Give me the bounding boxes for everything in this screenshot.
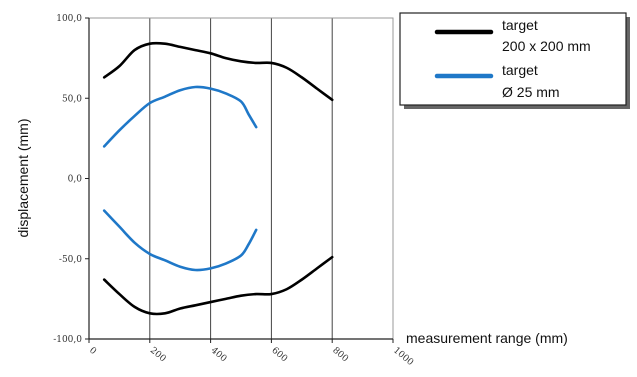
x-tick-label-0: 0: [87, 346, 98, 358]
legend-entry-1-line-1: target: [502, 17, 538, 33]
x-tick-label-3: 600: [269, 346, 289, 365]
x-tick-label-1: 200: [148, 346, 168, 365]
series-target-200x200-upper-branch: [102, 41, 334, 102]
axes: [85, 17, 394, 343]
y-tick-label-2: 0,0: [68, 175, 83, 185]
plot-frame: [88, 17, 394, 340]
legend-box: [399, 12, 627, 106]
gridlines: [149, 18, 333, 339]
tick-labels: -100,0 -50,0 0,0 50,0 100,0 0 200 400 600 800 1000: [53, 14, 415, 368]
y-tick-label-4: 100,0: [56, 14, 82, 24]
series-target-200x200-lower-branch: [102, 255, 334, 316]
legend-entry-2-line-2: Ø 25 mm: [502, 84, 560, 100]
x-tick-label-2: 400: [209, 346, 229, 365]
x-axis-title: measurement range (mm): [406, 330, 568, 346]
y-axis-title: displacement (mm): [15, 118, 31, 237]
x-tick-label-5: 1000: [391, 346, 415, 369]
y-tick-label-3: 50,0: [62, 94, 82, 104]
legend: target 200 x 200 mm target Ø 25 mm: [399, 12, 630, 109]
legend-entry-1-line-2: 200 x 200 mm: [502, 38, 591, 54]
series-target-25mm-lower-branch: [102, 209, 258, 272]
x-tick-label-4: 800: [330, 346, 350, 365]
y-tick-label-1: -50,0: [59, 255, 82, 265]
data-series: [102, 41, 334, 316]
series-target-25mm-upper-branch: [102, 85, 258, 148]
legend-entry-2-line-1: target: [502, 62, 538, 78]
y-tick-label-0: -100,0: [53, 335, 82, 345]
